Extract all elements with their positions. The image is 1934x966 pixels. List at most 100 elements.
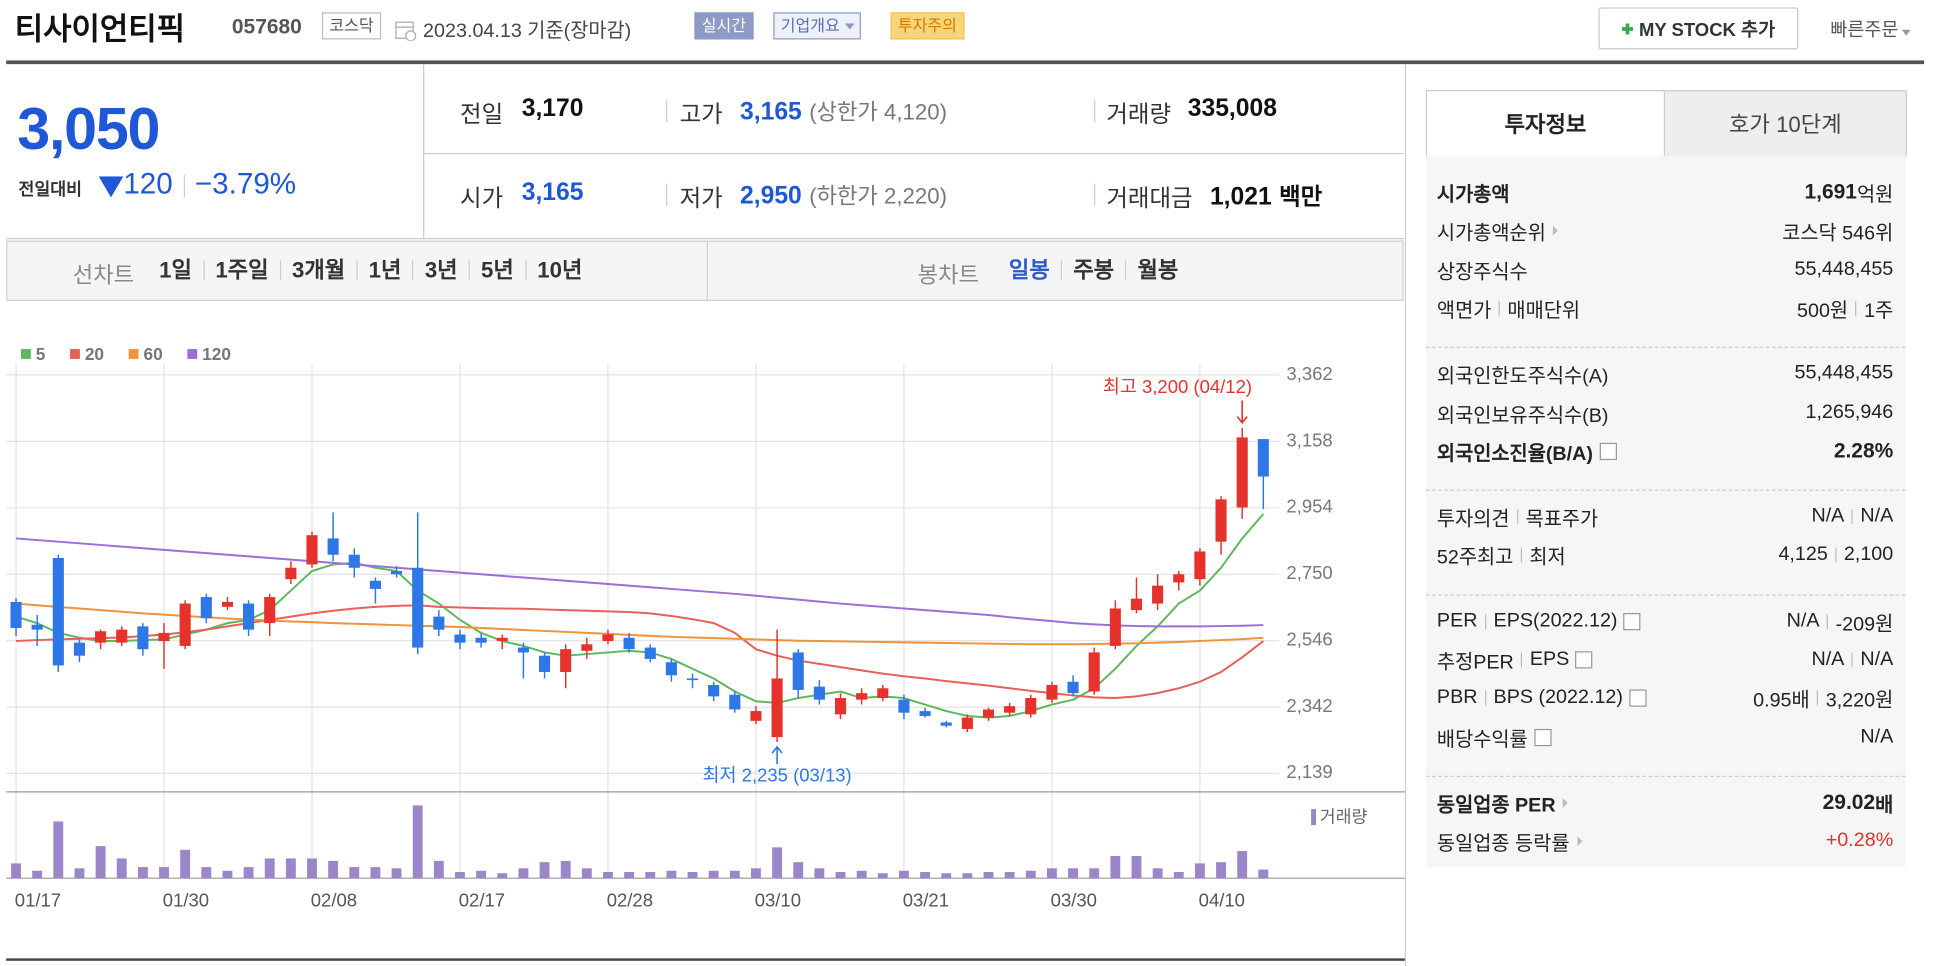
info-row: 투자의견 목표주가 N/A N/A <box>1437 502 1893 532</box>
volume-bar <box>962 873 973 879</box>
volume-bar <box>729 870 740 879</box>
legend-swatch <box>20 349 31 359</box>
volume-bar <box>1004 872 1015 879</box>
candle-body <box>813 686 825 700</box>
volume-bar <box>95 846 106 879</box>
volume-bar <box>349 867 360 879</box>
quick-order-button[interactable]: 빠른주문 <box>1830 16 1911 42</box>
separator <box>1484 691 1487 706</box>
info-value: 2,100 <box>1843 544 1894 566</box>
period-tab[interactable]: 1일 <box>159 257 192 283</box>
candle-body <box>856 693 868 700</box>
quick-order-label: 빠른주문 <box>1830 19 1899 41</box>
info-row: 외국인소진율(B/A) 2.28% <box>1437 436 1893 466</box>
dropdown-icon <box>844 23 855 30</box>
info-label-group: 외국인소진율(B/A) <box>1437 436 1617 466</box>
volume-bar <box>983 872 994 879</box>
info-label-group: 동일업종 PER <box>1437 788 1568 818</box>
period-tab[interactable]: 1년 <box>356 259 412 281</box>
help-icon[interactable] <box>1599 442 1617 460</box>
info-value: 3,220원 <box>1825 691 1894 713</box>
period-tab[interactable]: 월봉 <box>1125 259 1189 281</box>
help-icon[interactable] <box>1623 612 1641 630</box>
volume-bar <box>159 867 169 879</box>
summary-label: 시가 <box>460 186 504 213</box>
candle-body <box>898 699 910 713</box>
line-periods: 1일 1주일 3개월 1년 3년 5년 10년 <box>148 257 594 283</box>
info-value-group: +0.28% <box>1826 830 1893 852</box>
info-label-group: 투자의견 목표주가 <box>1437 502 1598 532</box>
volume-bar <box>1237 851 1248 879</box>
info-label: 목표주가 <box>1525 509 1599 531</box>
volume-bar <box>1173 872 1184 879</box>
volume-bar <box>137 867 148 879</box>
volume-bar <box>603 872 613 879</box>
period-tab[interactable]: 주봉 <box>1060 259 1125 281</box>
volume-bar <box>412 805 423 879</box>
info-value-group: 코스닥 546위 <box>1782 216 1893 246</box>
volume-bar <box>497 873 508 879</box>
volume-bar <box>645 872 656 879</box>
period-tab[interactable]: 1주일 <box>202 259 280 281</box>
info-value-group: N/A -209원 <box>1787 606 1894 636</box>
candle-periods: 일봉 주봉 월봉 <box>998 257 1190 283</box>
separator <box>1516 509 1519 525</box>
summary-label: 전일 <box>460 102 504 129</box>
period-tab[interactable]: 3년 <box>412 259 468 281</box>
volume-bar <box>1068 868 1078 879</box>
help-icon[interactable] <box>1629 689 1647 708</box>
summary-value: 3,170 <box>521 94 584 123</box>
volume-bar <box>920 872 931 879</box>
volume-bar <box>328 860 339 879</box>
candle-body <box>771 678 783 738</box>
legend-swatch <box>187 349 198 359</box>
period-tab[interactable]: 5년 <box>468 259 525 281</box>
info-row: 배당수익률 N/A <box>1437 722 1893 752</box>
separator <box>1498 300 1501 316</box>
candle-body <box>348 554 360 568</box>
volume-bar <box>624 872 635 879</box>
period-tab[interactable]: 3개월 <box>279 259 357 281</box>
info-label: 시가총액 <box>1436 185 1510 206</box>
candle-body <box>1236 437 1248 508</box>
info-label: 상장주식수 <box>1436 262 1528 284</box>
info-row: 시가총액순위 코스닥 546위 <box>1437 216 1893 246</box>
volume-bar <box>518 868 529 879</box>
volume-bar <box>1089 868 1100 879</box>
column-divider <box>1404 64 1407 966</box>
info-label: 액면가 <box>1436 300 1492 322</box>
volume-bar <box>1046 868 1057 879</box>
candle-body <box>391 571 403 575</box>
info-label-group: 상장주식수 <box>1437 255 1528 285</box>
info-label: 시가총액순위 <box>1436 223 1546 245</box>
period-tab[interactable]: 10년 <box>524 259 594 281</box>
volume-bar <box>201 867 212 879</box>
volume-legend-label: 거래량 <box>1320 806 1368 826</box>
summary-value-group: 2,950 (하한가 2,220) <box>740 179 947 211</box>
info-value: 29.02 <box>1822 790 1876 814</box>
company-overview-button[interactable]: 기업개요 <box>773 12 861 40</box>
separator <box>183 175 186 198</box>
candle-body <box>982 709 995 718</box>
candle-body <box>1152 585 1164 604</box>
realtime-button[interactable]: 실시간 <box>694 12 754 40</box>
help-icon[interactable] <box>1533 728 1552 746</box>
my-stock-button[interactable]: MY STOCK 추가 <box>1598 7 1799 50</box>
orderbook-tab[interactable]: 호가 10단계 <box>1663 90 1907 157</box>
period-tab[interactable]: 일봉 <box>1008 257 1050 283</box>
candle-body <box>961 717 973 729</box>
tab-label: 투자정보 <box>1504 112 1587 137</box>
volume-bar <box>708 870 719 879</box>
info-tab[interactable]: 투자정보 <box>1425 90 1666 156</box>
candle-body <box>940 722 952 726</box>
header-rule <box>6 60 1925 65</box>
candle-body <box>95 631 107 643</box>
candle-body <box>433 616 445 630</box>
down-triangle-icon <box>98 176 124 198</box>
info-label-group: 동일업종 등락률 <box>1437 827 1582 857</box>
candle-body <box>31 624 43 630</box>
help-icon[interactable] <box>1575 651 1593 669</box>
summary-label: 고가 <box>679 102 723 129</box>
candle-body <box>834 698 847 715</box>
